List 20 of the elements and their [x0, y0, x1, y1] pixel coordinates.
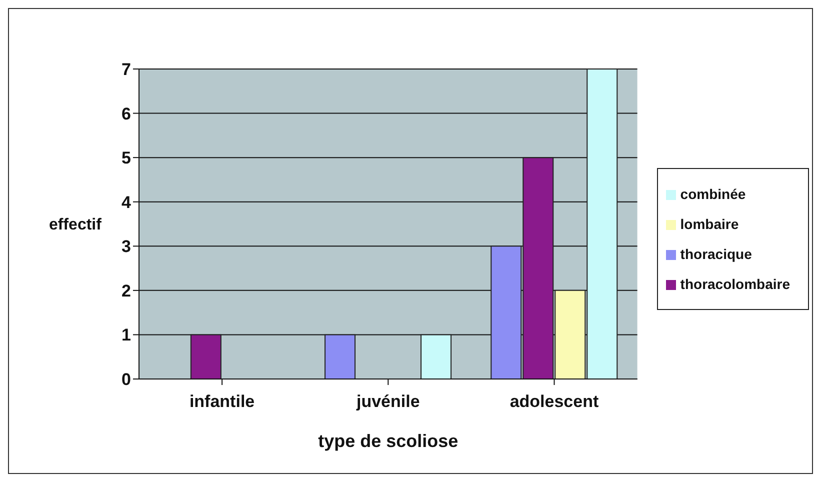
x-tick-label: juvénile: [355, 392, 420, 412]
y-tick-label: 2: [122, 281, 131, 300]
y-tick-label: 5: [122, 148, 131, 168]
y-tick-label: 1: [122, 326, 131, 345]
legend-label: thoracolombaire: [680, 276, 790, 292]
bar: [420, 334, 452, 379]
y-tick-label: 6: [122, 104, 131, 124]
y-tick-label: 0: [122, 370, 131, 390]
x-axis-title: type de scoliose: [318, 431, 458, 451]
y-axis-title: effectif: [49, 216, 102, 234]
legend-label: thoracique: [680, 246, 752, 262]
x-tick-label: adolescent: [510, 392, 599, 412]
y-tick-label: 4: [122, 192, 132, 212]
y-tick-label: 3: [122, 237, 131, 256]
bar: [190, 334, 222, 379]
x-tick-label: infantile: [189, 392, 255, 412]
legend-label: lombaire: [680, 216, 739, 232]
legend-label: combinée: [680, 186, 746, 202]
y-tick-label: 7: [122, 60, 131, 80]
bar: [324, 334, 356, 379]
